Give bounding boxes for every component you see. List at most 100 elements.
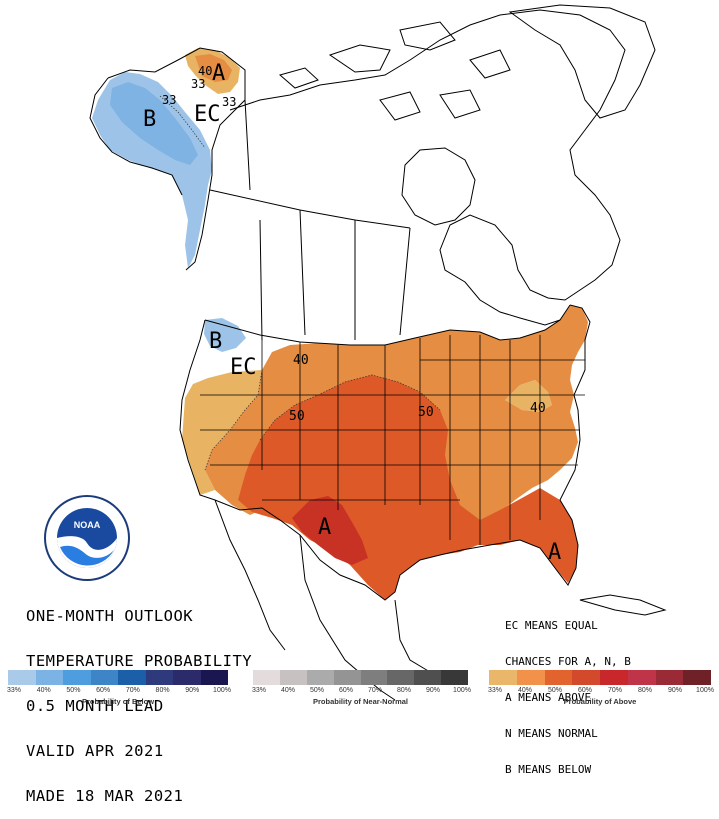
color-swatch-above-5 <box>627 670 656 685</box>
legend-line-2: CHANCES FOR A, N, B <box>505 655 631 668</box>
tick-label-near-normal-5: 80% <box>396 687 412 694</box>
color-swatch-below-5 <box>145 670 173 685</box>
label-alaska-a: A <box>212 61 225 86</box>
region-above-33-west <box>182 370 262 495</box>
label-nw-b: B <box>209 329 222 354</box>
color-swatch-near-normal-0 <box>253 670 280 685</box>
map-outlines <box>89 4 667 701</box>
label-west-ec: EC <box>230 355 257 380</box>
title-line-1: ONE-MONTH OUTLOOK <box>26 607 194 625</box>
color-swatch-near-normal-5 <box>387 670 415 685</box>
label-alaska-33b: 33 <box>222 95 236 109</box>
us-outline <box>179 304 591 601</box>
title-line-5: MADE 18 MAR 2021 <box>26 787 184 805</box>
contour-lines <box>159 95 441 471</box>
tick-label-near-normal-3: 60% <box>338 687 354 694</box>
color-swatch-above-2 <box>544 670 573 685</box>
label-sw-a: A <box>318 515 331 540</box>
label-c50a: 50 <box>289 409 305 424</box>
label-alaska-40: 40 <box>198 64 212 78</box>
tick-label-near-normal-7: 100% <box>453 687 471 694</box>
label-ne40: 40 <box>530 401 546 416</box>
tick-label-below-6: 90% <box>185 687 200 694</box>
label-c50b: 50 <box>418 405 434 420</box>
color-swatch-near-normal-3 <box>333 670 361 685</box>
label-alaska-b: B <box>143 107 156 132</box>
contour-40-west <box>204 369 263 471</box>
title-line-4: VALID APR 2021 <box>26 742 164 760</box>
tick-label-below-3: 60% <box>96 687 111 694</box>
color-swatch-below-1 <box>35 670 63 685</box>
tick-label-near-normal-0: 33% <box>251 687 267 694</box>
color-bar-title-near-normal: Probability of Near-Normal <box>312 697 409 706</box>
tick-label-below-5: 80% <box>155 687 170 694</box>
outlook-map: A 40 33 33 33 B EC B EC 40 50 50 40 A A <box>89 4 667 701</box>
color-swatch-near-normal-4 <box>360 670 388 685</box>
color-swatch-above-7 <box>683 670 711 685</box>
tick-label-below-2: 50% <box>66 687 81 694</box>
region-above-alaska-40 <box>195 54 232 82</box>
tick-label-near-normal-4: 70% <box>367 687 383 694</box>
tick-label-below-4: 70% <box>125 687 140 694</box>
color-swatch-below-4 <box>118 670 146 685</box>
color-swatch-below-0 <box>8 670 36 685</box>
tick-label-near-normal-6: 90% <box>425 687 441 694</box>
color-bar-below <box>8 670 228 685</box>
label-alaska-33c: 33 <box>162 93 176 107</box>
color-swatch-above-0 <box>489 670 517 685</box>
coastline-mexico <box>214 499 431 701</box>
legend-line-4: N MEANS NORMAL <box>505 727 598 740</box>
tick-label-below-0: 33% <box>6 687 22 694</box>
color-swatch-below-2 <box>63 670 91 685</box>
tick-label-above-6: 90% <box>667 687 683 694</box>
us-probability-regions <box>182 305 588 600</box>
color-swatch-below-3 <box>90 670 118 685</box>
coastline-cuba <box>579 594 667 616</box>
color-swatch-near-normal-1 <box>279 670 307 685</box>
noaa-logo-text: NOAA <box>74 520 101 530</box>
color-bar-near-normal <box>253 670 468 685</box>
color-bar-title-above: Probability of Above <box>563 697 637 706</box>
region-below-nw <box>204 318 246 352</box>
coastline-greenland <box>508 4 656 119</box>
color-swatch-near-normal-2 <box>306 670 334 685</box>
color-swatch-below-6 <box>173 670 201 685</box>
region-below-alaska-33 <box>110 82 198 165</box>
legend-line-1: EC MEANS EQUAL <box>505 619 598 632</box>
contour-50 <box>259 374 441 441</box>
color-swatch-above-4 <box>600 670 628 685</box>
label-fl-a: A <box>548 540 561 565</box>
canada-province-lines <box>209 99 411 341</box>
color-swatch-above-1 <box>516 670 545 685</box>
color-swatch-below-7 <box>200 670 228 685</box>
tick-label-near-normal-2: 50% <box>309 687 325 694</box>
noaa-logo: NOAA <box>44 495 130 581</box>
alaska-regions <box>92 48 240 268</box>
contour-33-alaska <box>159 95 206 149</box>
legend-line-5: B MEANS BELOW <box>505 763 592 776</box>
title-line-2: TEMPERATURE PROBABILITY <box>26 652 253 670</box>
us-state-lines <box>200 335 585 545</box>
hudson-bay <box>401 147 476 226</box>
color-bar-title-below: Probability of Below <box>81 697 155 706</box>
label-alaska-33a: 33 <box>191 77 205 91</box>
tick-label-near-normal-1: 40% <box>280 687 296 694</box>
coastline-canada-north <box>229 9 626 326</box>
color-swatch-above-3 <box>572 670 600 685</box>
legend-line-3: A MEANS ABOVE <box>505 691 592 704</box>
tick-labels-near-normal: 33% 40% 50% 60% 70% 80% 90% 100% <box>251 687 471 697</box>
tick-labels-below: 33% 40% 50% 60% 70% 80% 90% 100% <box>6 687 231 697</box>
tick-label-above-1: 40% <box>517 687 533 694</box>
tick-label-above-0: 33% <box>487 687 503 694</box>
tick-label-below-7: 100% <box>213 687 231 694</box>
tick-label-above-3: 60% <box>577 687 593 694</box>
tick-label-above-7: 100% <box>696 687 714 694</box>
tick-labels-above: 33% 40% 50% 60% 70% 80% 90% 100% <box>487 687 714 697</box>
region-above-60 <box>292 496 368 565</box>
tick-label-above-5: 80% <box>637 687 653 694</box>
color-swatch-near-normal-7 <box>441 670 468 685</box>
label-c40: 40 <box>293 353 309 368</box>
color-bar-above <box>489 670 711 685</box>
color-swatch-near-normal-6 <box>414 670 442 685</box>
region-labels: A 40 33 33 33 B EC B EC 40 50 50 40 A A <box>143 61 561 565</box>
